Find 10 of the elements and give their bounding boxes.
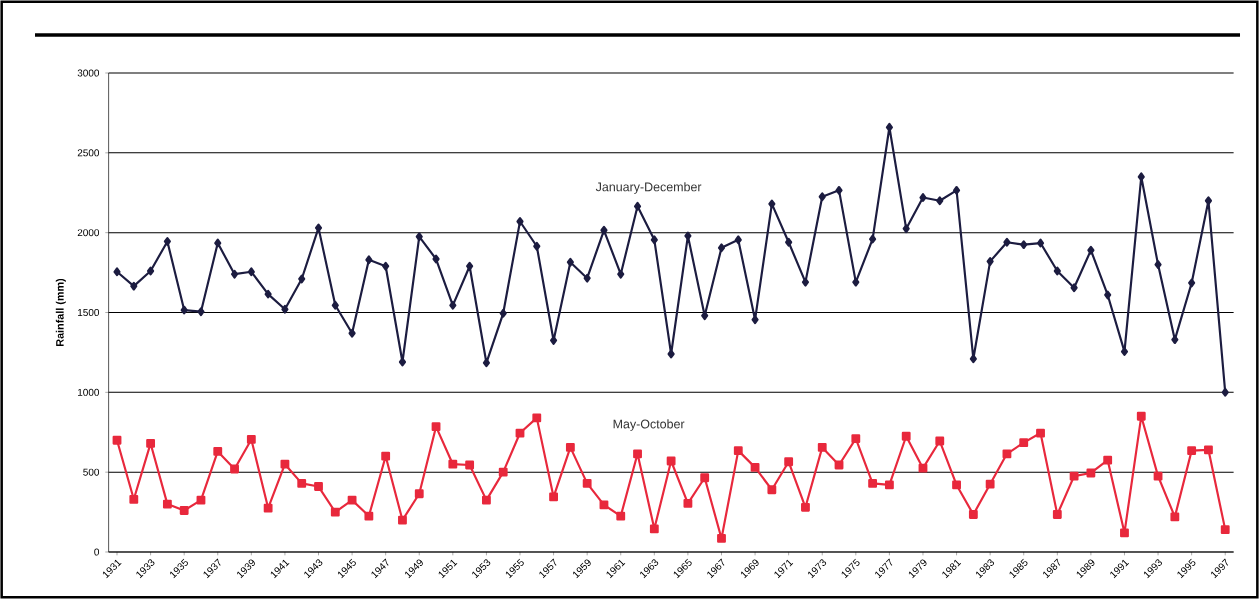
y-axis-title: Rainfall (mm) [55, 278, 66, 346]
y-tick-label: 1000 [78, 388, 100, 396]
y-tick-label: 500 [83, 468, 100, 476]
y-tick-label: 2000 [77, 229, 100, 237]
y-tick-label: 3000 [77, 69, 100, 77]
text: May-October [613, 419, 685, 431]
y-tick-label: 0 [94, 548, 100, 556]
y-tick-label: 1500 [78, 308, 100, 317]
y-tick-label: 2500 [77, 149, 100, 157]
series-label: January-December [595, 182, 702, 194]
